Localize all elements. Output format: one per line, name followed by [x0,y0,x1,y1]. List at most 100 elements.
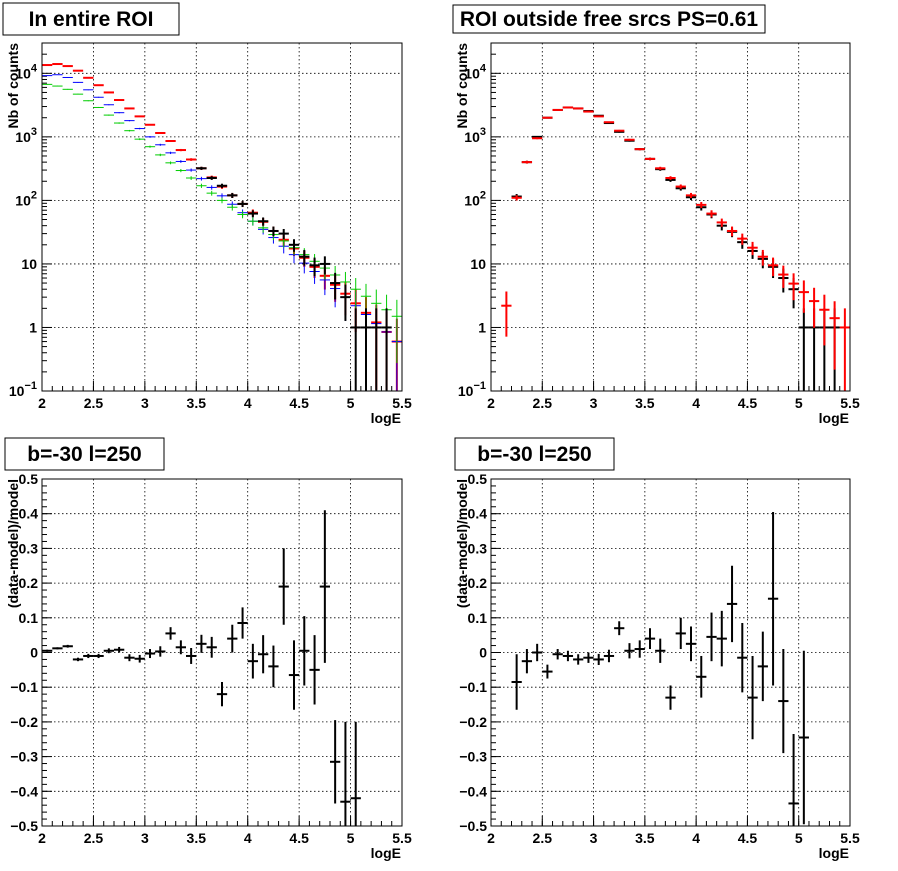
data-point [788,734,799,826]
x-tick-label: 2 [38,830,46,846]
data-point [839,308,850,391]
data-point [268,645,279,688]
data-point [83,89,94,91]
data-point [134,115,145,118]
data-point [124,119,135,122]
data-point [532,137,543,140]
data-point [562,650,574,662]
data-point [114,112,125,114]
x-tick-label: 5.5 [840,395,860,411]
data-point [583,652,594,663]
y-tick-label: −0.1 [10,679,38,695]
x-axis-title: logE [819,845,849,861]
data-point [134,127,145,130]
y-tick-label: 0.4 [468,506,488,522]
data-point [134,654,145,663]
plot-frame [490,478,851,827]
y-tick-label: 0.2 [19,575,39,591]
x-tick-label: 3.5 [187,830,207,846]
y-tick-label: 10 [21,256,37,272]
data-point [186,168,197,172]
data-point [593,115,604,118]
y-tick-label: 0.3 [468,540,488,556]
y-tick-label: −0.5 [10,818,38,834]
data-point [196,634,207,653]
y-axis-title: Nb of counts [454,43,470,129]
y-tick-label: 0.1 [19,610,39,626]
data-point [288,239,300,252]
x-axis-title: logE [371,410,401,426]
data-point [247,643,258,679]
data-point [593,653,604,665]
data-point [237,201,248,208]
plot-panel-2: 2 2.5 3 3.5 4 4.5 5 5.5 10−1 1 10 102 103 104 logE Nb o… [452,4,860,426]
data-point [573,107,584,110]
data-point [542,664,553,679]
data-point [532,643,543,662]
data-point [614,621,625,636]
y-tick-label: 0.5 [19,471,39,487]
data-point [114,99,125,102]
data-point [511,654,522,710]
series-4 [196,166,392,391]
x-tick-label: 3 [141,395,149,411]
data-point [227,624,238,653]
data-point [350,721,361,826]
x-tick-label: 5.5 [840,830,860,846]
series-1 [511,511,809,826]
data-point [685,626,697,662]
data-point [624,138,635,141]
data-point [319,510,330,663]
data-point [144,649,156,659]
x-tick-label: 5.5 [392,830,412,846]
x-tick-label: 5 [347,395,355,411]
data-point [83,100,94,102]
y-tick-label: 0 [30,645,38,661]
y-axis-title: (data-model)/model [5,479,21,608]
y-tick-label: 103 [15,126,37,145]
data-point [134,138,145,141]
data-point [175,148,186,152]
y-tick-label: 1 [29,319,37,335]
y-tick-label: −0.1 [459,679,487,695]
data-point [114,122,125,124]
plot-frame [41,478,403,827]
x-tick-label: 2.5 [533,395,553,411]
data-point [747,655,758,740]
data-point [52,85,63,87]
plot-panel-3: 2 2.5 3 3.5 4 4.5 5 5.5 −0.5 −0.4 −0.3 −0.2 −0.1 0 0.1… [4,437,412,861]
data-point [829,301,840,370]
y-tick-label: −0.3 [459,749,487,765]
chart-title: b=-30 l=250 [27,443,141,466]
data-point [103,648,114,654]
data-point [603,649,615,663]
data-point [360,308,372,391]
data-point [155,131,166,134]
chart-title: In entire ROI [29,8,154,31]
data-point [144,145,156,148]
x-tick-label: 2.5 [84,830,104,846]
data-point [196,176,207,181]
y-tick-label: 102 [15,189,37,208]
y-tick-label: −0.4 [459,783,487,799]
data-point [552,108,563,111]
data-point [706,612,717,662]
chart-title: ROI outside free srcs PS=0.61 [460,8,759,31]
data-point [511,195,522,201]
data-point [72,657,84,662]
data-point [299,249,310,266]
data-point [83,653,94,659]
data-point [716,218,727,227]
data-point [634,148,645,151]
data-point [644,628,656,650]
chart-title-box [454,437,615,471]
data-point [767,257,779,277]
plot-panel-1: 2 2.5 3 3.5 4 4.5 5 5.5 10−1 1 10 102 103 104 logE Nb o… [2,2,412,426]
data-point [186,176,197,180]
data-point [165,161,176,165]
data-point [124,129,135,132]
y-tick-label: −0.2 [10,714,38,730]
y-tick-label: 0.2 [468,575,488,591]
data-point [685,192,697,198]
data-point [675,184,686,189]
